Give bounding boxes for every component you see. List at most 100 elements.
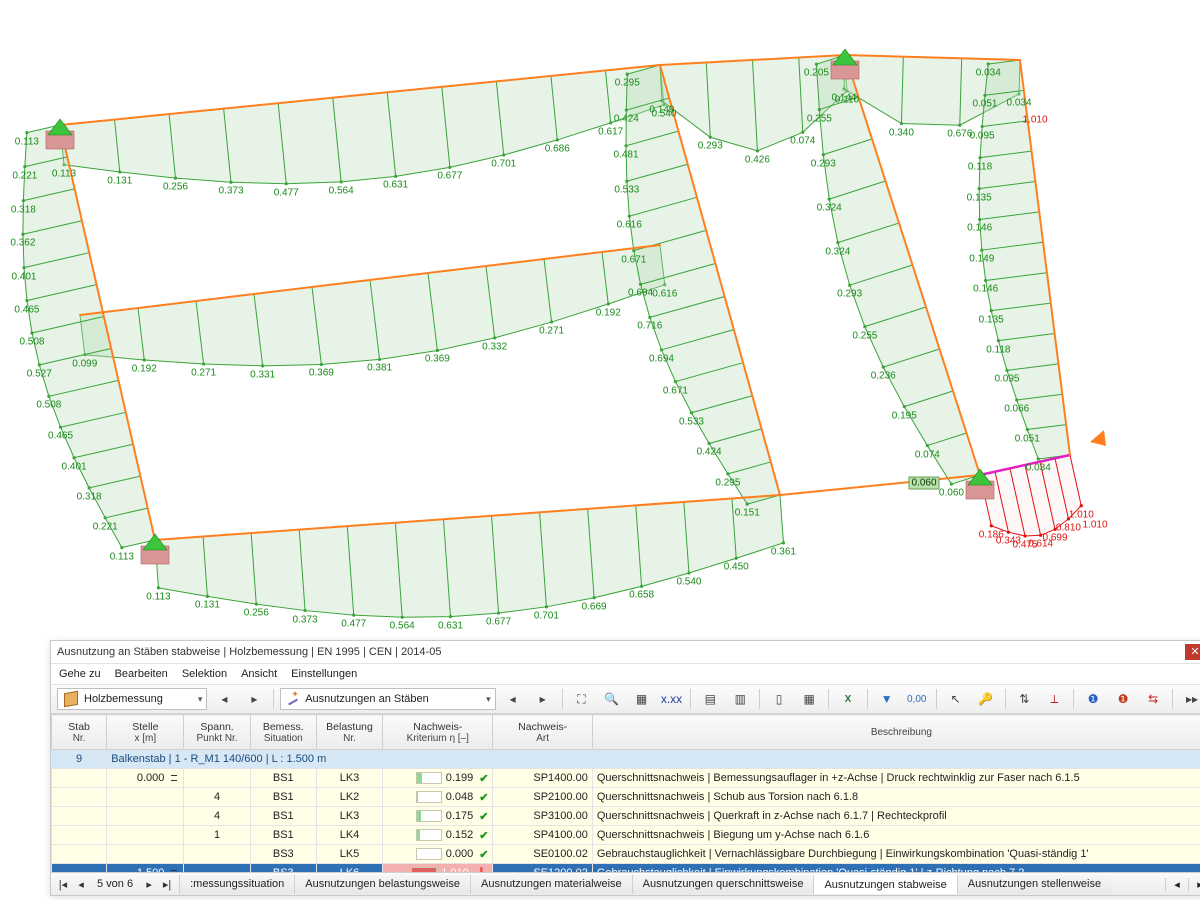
- cell-belastung: LK5: [316, 845, 382, 864]
- tabs-scroll-left-button[interactable]: ◂: [1165, 878, 1188, 891]
- col-header-spann[interactable]: Spann.Punkt Nr.: [184, 715, 250, 750]
- cell-beschreibung: Querschnittsnachweis | Querkraft in z-Ac…: [592, 807, 1200, 826]
- nav-next-result-button[interactable]: ▸: [530, 688, 556, 710]
- ruler-button[interactable]: ⟂: [1041, 688, 1067, 710]
- cell-stelle: 1.500: [107, 864, 184, 873]
- export-excel-button[interactable]: X: [835, 688, 861, 710]
- find-button[interactable]: 🔑: [973, 688, 999, 710]
- table-row[interactable]: 0.000 BS1LK30.199✔SP1400.00Querschnittsn…: [52, 769, 1200, 788]
- col-header-belast[interactable]: BelastungNr.: [316, 715, 382, 750]
- section-row[interactable]: 9Balkenstab | 1 - R_M1 140/600 | L : 1.5…: [52, 750, 1200, 769]
- menubar: Gehe zu Bearbeiten Selektion Ansicht Ein…: [51, 664, 1200, 685]
- cell-spann: 1: [184, 826, 250, 845]
- tab-2[interactable]: Ausnutzungen materialweise: [470, 875, 632, 894]
- cell-beschreibung: Querschnittsnachweis | Bemessungsauflage…: [592, 769, 1200, 788]
- col-header-bemess[interactable]: Bemess.Situation: [250, 715, 316, 750]
- menu-gehezu[interactable]: Gehe zu: [59, 668, 101, 680]
- table-row[interactable]: 1.500 BS3LK61.010❗SE1200.02Gebrauchstaug…: [52, 864, 1200, 873]
- cell-belastung: LK4: [316, 826, 382, 845]
- cell-beschreibung: Querschnittsnachweis | Biegung um y-Achs…: [592, 826, 1200, 845]
- cell-stab: [52, 845, 107, 864]
- zoom-window-button[interactable]: 🔍: [598, 688, 624, 710]
- cell-kriterium: 0.048✔: [383, 788, 493, 807]
- info-1-button[interactable]: ❶: [1080, 688, 1106, 710]
- table-row[interactable]: 4BS1LK30.175✔SP3100.00Querschnittsnachwe…: [52, 807, 1200, 826]
- cell-stelle: [107, 807, 184, 826]
- menu-einstellungen[interactable]: Einstellungen: [291, 668, 357, 680]
- col-header-stab[interactable]: StabNr.: [52, 715, 107, 750]
- nav-prev-module-button[interactable]: ◂: [211, 688, 237, 710]
- sort-button[interactable]: ⇅: [1011, 688, 1037, 710]
- toolbar-overflow-button[interactable]: ▸▸: [1179, 688, 1200, 710]
- nav-next-module-button[interactable]: ▸: [241, 688, 267, 710]
- menu-bearbeiten[interactable]: Bearbeiten: [115, 668, 168, 680]
- col-header-kriterium[interactable]: Nachweis-Kriterium η [–]: [383, 715, 493, 750]
- cell-kriterium: 0.175✔: [383, 807, 493, 826]
- structural-diagram: 0.1130.1310.2560.3730.4770.5640.6310.677…: [0, 0, 1200, 630]
- results-panel: Ausnutzung an Stäben stabweise | Holzbem…: [50, 640, 1200, 896]
- cell-spann: 4: [184, 807, 250, 826]
- col-header-art[interactable]: Nachweis-Art: [493, 715, 592, 750]
- cell-stelle: [107, 845, 184, 864]
- cell-kriterium: 1.010❗: [383, 864, 493, 873]
- pager-next-button[interactable]: ▸: [141, 876, 157, 892]
- tab-3[interactable]: Ausnutzungen querschnittsweise: [632, 875, 814, 894]
- filter-button[interactable]: ▼: [874, 688, 900, 710]
- cell-spann: [184, 845, 250, 864]
- pager-text: 5 von 6: [91, 878, 139, 890]
- tab-1[interactable]: Ausnutzungen belastungsweise: [294, 875, 470, 894]
- cell-art: SP2100.00: [493, 788, 592, 807]
- cell-art: SE0100.02: [493, 845, 592, 864]
- nav-prev-result-button[interactable]: ◂: [500, 688, 526, 710]
- cell-stab: [52, 807, 107, 826]
- panel-title: Ausnutzung an Stäben stabweise | Holzbem…: [57, 646, 441, 658]
- table-header-row: StabNr.Stellex [m]Spann.Punkt Nr.Bemess.…: [52, 715, 1200, 750]
- table-row[interactable]: BS3LK50.000✔SE0100.02Gebrauchstauglichke…: [52, 845, 1200, 864]
- cell-art: SP3100.00: [493, 807, 592, 826]
- refresh-button[interactable]: ⇆: [1140, 688, 1166, 710]
- menu-ansicht[interactable]: Ansicht: [241, 668, 277, 680]
- menu-selektion[interactable]: Selektion: [182, 668, 227, 680]
- tab-4[interactable]: Ausnutzungen stabweise: [813, 875, 956, 894]
- cell-situation: BS1: [250, 807, 316, 826]
- module-icon: [64, 691, 78, 707]
- wand-icon: [287, 693, 299, 705]
- toggle-values-button[interactable]: x.xx: [658, 688, 684, 710]
- cell-spann: [184, 769, 250, 788]
- zoom-extents-button[interactable]: ⛶: [568, 688, 594, 710]
- cell-art: SE1200.02: [493, 864, 592, 873]
- cell-situation: BS3: [250, 845, 316, 864]
- pager-first-button[interactable]: |◂: [55, 876, 71, 892]
- cell-situation: BS1: [250, 826, 316, 845]
- panel-bottom-bar: |◂ ◂ 5 von 6 ▸ ▸| :messungssituationAusn…: [51, 872, 1200, 895]
- combo-design-module[interactable]: Holzbemessung ▾: [57, 688, 207, 710]
- decimals-button[interactable]: 0,00: [904, 688, 930, 710]
- table-view-button[interactable]: ▤: [697, 688, 723, 710]
- pointer-tool-button[interactable]: ↖: [943, 688, 969, 710]
- pager-last-button[interactable]: ▸|: [159, 876, 175, 892]
- close-button[interactable]: ✕: [1185, 644, 1200, 660]
- cell-spann: [184, 864, 250, 873]
- cell-beschreibung: Gebrauchstauglichkeit | Vernachlässigbar…: [592, 845, 1200, 864]
- cell-stelle: [107, 788, 184, 807]
- cell-art: SP1400.00: [493, 769, 592, 788]
- tabs-scroll-right-button[interactable]: ▸: [1188, 878, 1200, 891]
- col-header-besch[interactable]: Beschreibung: [592, 715, 1200, 750]
- table-row[interactable]: 4BS1LK20.048✔SP2100.00Querschnittsnachwe…: [52, 788, 1200, 807]
- tab-5[interactable]: Ausnutzungen stellenweise: [957, 875, 1111, 894]
- units-button[interactable]: ▦: [796, 688, 822, 710]
- cell-art: SP4100.00: [493, 826, 592, 845]
- tab-0[interactable]: :messungssituation: [179, 875, 294, 894]
- list-view-button[interactable]: ▥: [727, 688, 753, 710]
- pager-prev-button[interactable]: ◂: [73, 876, 89, 892]
- results-table: StabNr.Stellex [m]Spann.Punkt Nr.Bemess.…: [51, 714, 1200, 872]
- cell-kriterium: 0.000✔: [383, 845, 493, 864]
- cell-belastung: LK2: [316, 788, 382, 807]
- info-2-button[interactable]: ❶: [1110, 688, 1136, 710]
- cell-situation: BS1: [250, 788, 316, 807]
- colorscale-button[interactable]: ▯: [766, 688, 792, 710]
- table-row[interactable]: 1BS1LK40.152✔SP4100.00Querschnittsnachwe…: [52, 826, 1200, 845]
- col-header-stelle[interactable]: Stellex [m]: [107, 715, 184, 750]
- combo-result-type[interactable]: Ausnutzungen an Stäben ▾: [280, 688, 495, 710]
- view-iso-button[interactable]: ▦: [628, 688, 654, 710]
